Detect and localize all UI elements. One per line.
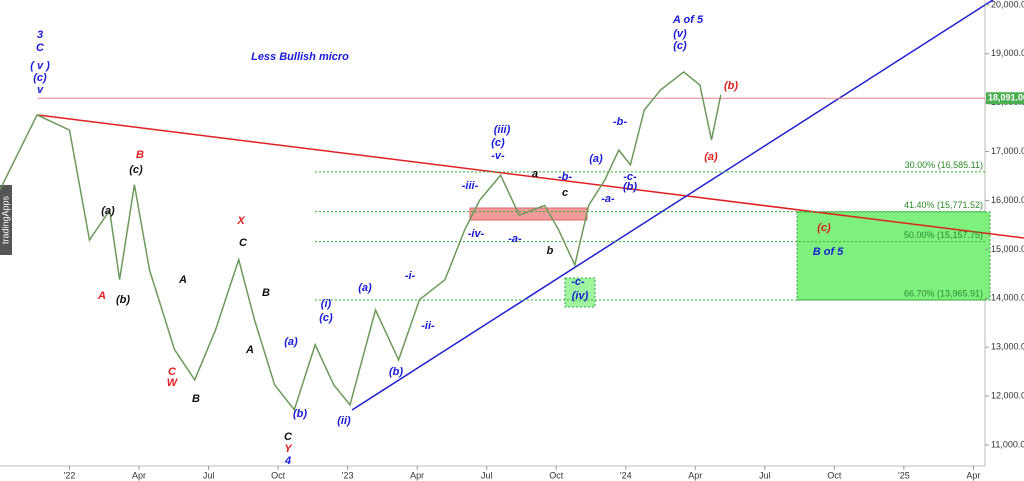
x-tick-label: Jul [481,470,493,480]
wave-label: B [192,393,200,405]
wave-label: (c) [33,72,47,84]
x-tick-label: Jul [759,470,771,480]
x-tick-label: Jul [203,470,215,480]
target-zone [796,211,991,301]
wave-label: (v) [673,28,687,40]
wave-label: (c) [491,137,505,149]
wave-label: C [168,366,177,378]
wave-label: ( v ) [30,60,50,72]
wave-label: B [136,149,144,161]
wave-label: Y [284,443,293,455]
price-label: 18,091.00 [988,93,1024,103]
wave-label: -b- [558,171,572,183]
x-tick-label: '22 [64,470,76,480]
wave-label: (ii) [337,415,351,427]
wave-label: A [97,290,106,302]
wave-label: B [262,287,270,299]
wave-label: (c) [817,222,831,234]
x-tick-label: Oct [271,470,286,480]
wave-label: c [562,187,568,199]
price-line-series [0,70,722,412]
wave-label: A [178,274,187,286]
wave-label: (iii) [494,124,511,136]
y-tick-label: 16,000.00 [991,195,1024,205]
x-tick-label: '24 [620,470,632,480]
wave-label: (b) [116,294,130,306]
y-tick-label: 17,000.00 [991,146,1024,156]
wave-label: a [532,168,538,180]
wave-label: (iv) [572,290,589,302]
wave-label: A of 5 [672,14,704,26]
wave-label: (a) [101,205,115,217]
price-label-box [986,92,1024,105]
iv-zone [564,277,596,308]
watermark: tradingApps [0,195,10,244]
wave-label: -a- [601,193,615,205]
wave-label: Less Bullish micro [251,51,349,63]
y-tick-label: 15,000.00 [991,244,1024,254]
wave-label: -iv- [468,228,485,240]
wave-label: (i) [321,298,332,310]
blue-trendline [351,0,995,411]
wave-label: (b) [293,408,307,420]
wave-label: C [36,42,45,54]
fib-label: 50.00% (15,157.75) [904,230,983,240]
y-tick-label: 13,000.00 [991,342,1024,352]
red-trendline [37,114,1024,239]
wave-label: (b) [623,181,637,193]
wave-label: (c) [129,164,143,176]
watermark-box [0,185,12,255]
wave-label: -a- [508,233,522,245]
wave-label: -i- [405,270,416,282]
wave-label: (c) [673,40,687,52]
wave-label: b [547,245,554,257]
x-tick-label: '23 [342,470,354,480]
x-tick-label: '25 [898,470,910,480]
wave-label: C [284,431,293,443]
consolidation-zone [469,207,588,221]
wave-label: -b- [613,116,627,128]
x-tick-label: Oct [549,470,564,480]
wave-label: (c) [319,312,333,324]
wave-label: (a) [358,282,372,294]
y-tick-label: 19,000.00 [991,48,1024,58]
y-tick-label: 14,000.00 [991,293,1024,303]
wave-label: 4 [284,455,291,467]
y-tick-label: 12,000.00 [991,390,1024,400]
wave-label: (a) [589,153,603,165]
wave-label: (a) [284,336,298,348]
wave-label: (b) [724,80,738,92]
wave-label: -c- [623,171,637,183]
wave-label: B of 5 [813,246,844,258]
x-tick-label: Apr [966,470,980,480]
wave-label: -v- [491,150,505,162]
wave-label: v [37,84,44,96]
wave-label: A [245,344,254,356]
wave-label: (b) [389,366,403,378]
wave-label: -ii- [421,320,435,332]
wave-label: W [167,377,179,389]
wave-label: -c- [571,276,585,288]
fib-label: 41.40% (15,771.52) [904,200,983,210]
x-tick-label: Oct [827,470,842,480]
x-tick-label: Apr [410,470,424,480]
x-tick-label: Apr [132,470,146,480]
wave-label: (a) [704,151,718,163]
y-tick-label: 20,000.00 [991,0,1024,9]
fib-label: 66.70% (13,965.91) [904,288,983,298]
fib-label: 30.00% (16,585.11) [905,160,983,170]
wave-label: 3 [37,29,43,41]
x-tick-label: Apr [688,470,702,480]
y-tick-label: 11,000.00 [991,439,1024,449]
wave-label: -iii- [462,180,479,192]
wave-label: X [236,215,245,227]
wave-label: C [239,237,248,249]
